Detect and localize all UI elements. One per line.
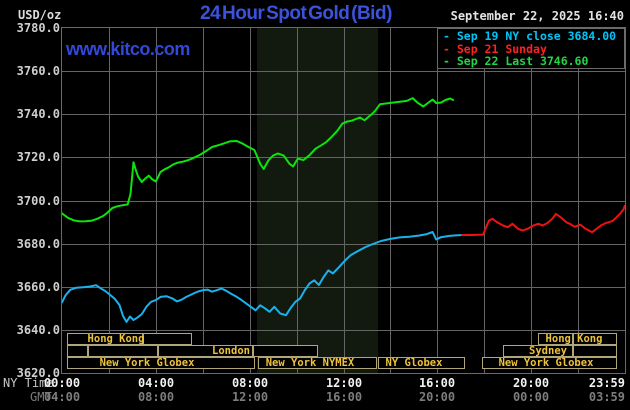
- y-axis-tick-label: 3780.0: [16, 21, 60, 35]
- x-axis-tick-ny: 16:00: [418, 376, 456, 390]
- y-axis-tick-label: 3740.0: [16, 107, 60, 121]
- x-axis-tick-ny: 12:00: [325, 376, 363, 390]
- legend-item: - Sep 19 NY close 3684.00: [443, 30, 624, 43]
- y-axis-tick-label: 3640.0: [16, 323, 60, 337]
- legend-dash-swatch: -: [443, 54, 457, 69]
- legend-label: Sep 21 Sunday: [456, 41, 547, 56]
- session-label: New York NYMEX: [265, 357, 355, 369]
- y-axis-tick-label: 3660.0: [16, 280, 60, 294]
- session-box: [158, 345, 253, 357]
- x-axis-tick-gmt: 00:00: [512, 390, 550, 404]
- session-box: [503, 345, 573, 357]
- session-label: London: [212, 345, 250, 357]
- unit-label: USD/oz: [18, 8, 62, 22]
- session-box: [67, 345, 88, 357]
- x-axis-tick-ny: 00:00: [43, 376, 81, 390]
- series-line-sep22: [62, 97, 455, 223]
- gridline-horizontal: [62, 200, 625, 202]
- y-axis-tick-label: 3700.0: [16, 194, 60, 208]
- price-lines: [62, 97, 625, 323]
- plot-area: [61, 27, 626, 374]
- datetime-label: September 22, 2025 16:40: [450, 9, 624, 23]
- legend-label: Sep 19 NY close 3684.00: [456, 29, 617, 43]
- session-box: [573, 345, 617, 357]
- x-axis-tick-gmt: 04:00: [43, 390, 81, 404]
- series-line-sep21: [461, 204, 625, 236]
- session-label: New York Globex: [498, 357, 594, 369]
- session-label: Hong Kong: [545, 333, 603, 345]
- x-axis-tick-ny: 08:00: [231, 376, 269, 390]
- x-axis-tick-gmt: 03:59: [588, 390, 625, 404]
- gridline-horizontal: [62, 71, 625, 73]
- session-label: NY Globex: [385, 357, 443, 369]
- session-box: [482, 357, 617, 369]
- x-axis-tick-gmt: 16:00: [325, 390, 363, 404]
- gridline-horizontal: [62, 286, 625, 288]
- gridline-horizontal: [62, 114, 625, 116]
- legend-dash-swatch: -: [443, 41, 457, 56]
- gridline-horizontal: [62, 243, 625, 245]
- session-box: [67, 333, 143, 345]
- legend-dash-swatch: -: [443, 29, 457, 43]
- session-box: [88, 345, 158, 357]
- y-axis-tick-label: 3720.0: [16, 150, 60, 164]
- legend-label: Sep 22 Last 3746.60: [456, 54, 589, 69]
- x-axis-tick-gmt: 08:00: [137, 390, 175, 404]
- legend-item: - Sep 22 Last 3746.60: [443, 55, 624, 68]
- y-axis-tick-label: 3760.0: [16, 64, 60, 78]
- kitco-watermark: www.kitco.com: [66, 39, 190, 59]
- x-axis-tick-gmt: 12:00: [231, 390, 269, 404]
- session-box: [67, 357, 255, 369]
- session-label: Sydney: [529, 345, 567, 357]
- legend-box: - Sep 19 NY close 3684.00- Sep 21 Sunday…: [437, 28, 625, 69]
- series-line-sep19: [62, 231, 463, 323]
- x-axis-tick-ny: 23:59: [588, 376, 625, 390]
- chart-title: 24 Hour Spot Gold (Bid): [200, 3, 392, 24]
- legend-item: - Sep 21 Sunday: [443, 41, 624, 56]
- session-box: [258, 357, 377, 369]
- gridline-horizontal: [62, 329, 625, 331]
- ny-time-axis-label: NY Time: [3, 376, 54, 390]
- session-box: [253, 345, 318, 357]
- x-axis-tick-gmt: 20:00: [418, 390, 456, 404]
- session-box: [538, 333, 573, 345]
- session-label: New York Globex: [99, 357, 195, 369]
- y-axis-tick-label: 3680.0: [16, 237, 60, 251]
- x-axis-tick-ny: 04:00: [137, 376, 175, 390]
- y-axis-tick-label: 3620.0: [16, 366, 60, 380]
- session-label: Hong Kong: [87, 333, 145, 345]
- session-box: [573, 333, 617, 345]
- gridline-horizontal: [62, 157, 625, 159]
- session-box: [143, 333, 192, 345]
- gmt-axis-label: GMT: [30, 390, 52, 404]
- session-box: [378, 357, 465, 369]
- x-axis-tick-ny: 20:00: [512, 376, 550, 390]
